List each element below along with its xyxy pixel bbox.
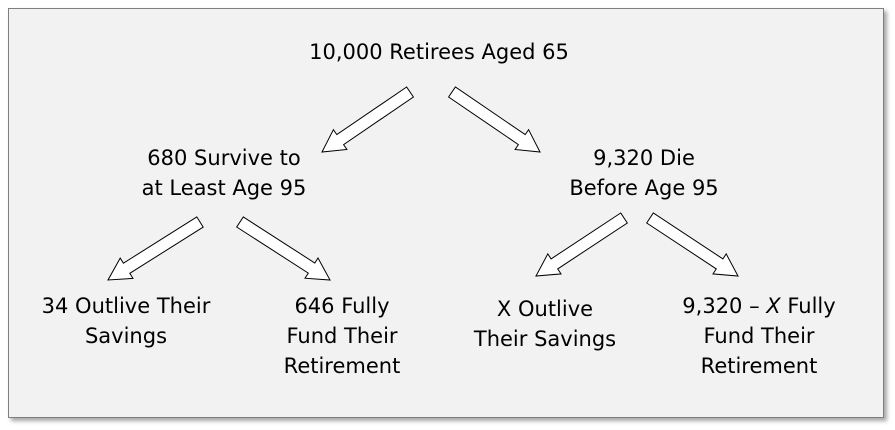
node-die-line-1: 9,320 Die [593,146,695,170]
node-die: 9,320 Die Before Age 95 [539,143,749,203]
node-die-line-2: Before Age 95 [569,176,719,200]
node-die-outlive: X Outlive Their Savings [455,294,635,354]
node-die-fund-line-3: Retirement [700,354,818,378]
node-survive-line-2: at Least Age 95 [141,176,307,200]
node-survive-outlive-line-2: Savings [84,324,168,348]
node-die-fund: 9,320 – X Fully Fund Their Retirement [663,291,855,381]
node-survive: 680 Survive to at Least Age 95 [109,143,339,203]
node-die-fund-line-1: 9,320 – X Fully [682,294,836,318]
node-die-outlive-line-2: Their Savings [473,327,617,351]
node-survive-line-1: 680 Survive to [147,146,301,170]
node-survive-fund: 646 Fully Fund Their Retirement [257,291,427,381]
node-die-outlive-line-1: X Outlive [496,297,594,321]
node-survive-outlive-line-1: 34 Outlive Their [41,294,211,318]
node-survive-fund-line-1: 646 Fully [294,294,390,318]
node-survive-outlive: 34 Outlive Their Savings [21,291,231,351]
node-root-line-1: 10,000 Retirees Aged 65 [309,40,569,64]
node-die-fund-line-2: Fund Their [703,324,815,348]
node-survive-fund-line-3: Retirement [283,354,401,378]
node-survive-fund-line-2: Fund Their [286,324,398,348]
diagram-panel: 10,000 Retirees Aged 65 680 Survive to a… [8,8,884,418]
node-root: 10,000 Retirees Aged 65 [259,37,619,67]
